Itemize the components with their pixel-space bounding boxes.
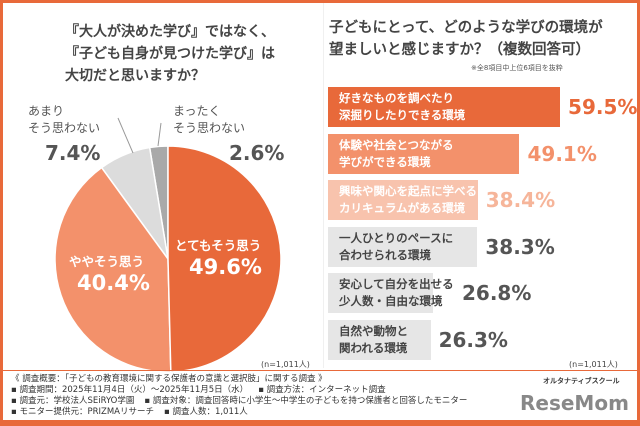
bar-label-line: 安心して自分を出せる [339,277,454,291]
bar-value: 26.8% [462,281,532,305]
bar [328,180,478,220]
pie-title-line: 『大人が決めた学び』ではなく、 [65,24,275,40]
slice-value: 49.6% [189,255,262,279]
bar-label-line: 少人数・自由な環境 [339,294,443,308]
slice-label-line: そう思わない [173,121,246,135]
bar-label-line: 一人ひとりのペースに [339,230,454,245]
bar-label-line: 興味や関心を起点に学べる [339,184,477,198]
slice-value: 7.4% [45,141,101,165]
bar-label: 一人ひとりのペースに 合わせられる環境 [339,230,453,264]
bar-label-line: 関われる環境 [339,340,408,355]
slice-label-line: あまり [28,104,65,118]
slice-value: 2.6% [229,141,285,165]
pie-slice [167,145,282,373]
pie-sample-note: (n=1,011人) [261,360,310,369]
bar-label-line: 学びができる環境 [339,154,431,169]
pie-title-line: 大切だと思いますか？ [65,68,205,84]
bar-subtitle: ※全8項目中上位6項目を抜粋 [471,64,563,72]
pie-title: 『大人が決めた学び』ではなく、 『子ども自身が見つけた学び』は 大切だと思います… [65,21,305,87]
pie-slice [54,166,172,373]
pie-title-line: 『子ども自身が見つけた学び』は [65,46,275,62]
footer-survey-title: 《 調査概要：「子どもの教育環境に関する保護者の意識と選択肢」に関する調査 》 [11,374,327,384]
bar-sample-note: (n=1,011人) [569,360,618,369]
footer-period: ▪ 調査期間：2025年11月4日（火）〜2025年11月5日（水） [11,385,249,395]
bar [328,319,431,360]
pie-chart [54,117,282,373]
bar-title-line: 子どもにとって、どのような学びの環境が [329,20,603,36]
bar-label-line: 体験や社会とつながる [339,137,454,152]
bar-label: 好きなものを調べたり 深掘りしたりできる環境 [339,90,465,124]
bar-label-line: 好きなものを調べたり [339,91,454,105]
bar-label: 自然や動物と 関われる環境 [339,323,408,357]
footer-divider [3,370,637,371]
bar-title-line: 望ましいと感じますか？（複数回答可） [329,42,590,58]
school-logo-text: オルタナティブスクール [543,377,620,385]
slice-label-line: そう思わない [28,121,101,135]
bar-value: 38.3% [485,234,555,259]
slice-value: 40.4% [77,271,150,295]
bar-label: 興味や関心を起点に学べる カリキュラムがある環境 [339,183,477,217]
bar [328,273,433,313]
bar-label: 体験や社会とつながる 学びができる環境 [339,137,454,171]
bar [328,87,561,127]
bar-value: 49.1% [527,141,597,166]
slice-label-somewhat-agree: ややそう思う [69,254,145,269]
footer-count: ▪ 調査人数：1,011人 [163,407,248,417]
bar [328,133,520,174]
footer-source: ▪ 調査元：学校法人SEiRYO学園 [11,396,135,406]
bar-title: 子どもにとって、どのような学びの環境が 望ましいと感じますか？（複数回答可） [329,17,603,61]
divider [323,3,324,368]
bar [328,226,478,267]
survey-footer: 《 調査概要：「子どもの教育環境に関する保護者の意識と選択肢」に関する調査 》 … [11,374,513,418]
bar-label-line: 自然や動物と [339,323,408,338]
bar-value: 26.3% [438,327,508,352]
slice-label-somewhat-disagree: あまり そう思わない [28,103,100,137]
bar-label-line: カリキュラムがある環境 [339,201,466,215]
bar-label: 安心して自分を出せる 少人数・自由な環境 [339,276,454,310]
bar-label-line: 深掘りしたりできる環境 [339,108,466,122]
footer-provider: ▪ モニター提供元：PRIZMAリサーチ [11,407,154,417]
slice-label-strongly-agree: とてもそう思う [175,238,262,253]
infographic-card: 『大人が決めた学び』ではなく、 『子ども自身が見つけた学び』は 大切だと思います… [3,3,637,420]
leader-line [157,122,162,147]
leader-line [117,117,134,154]
resemom-watermark: ReseMom [520,391,629,415]
bar-value: 38.4% [485,188,556,212]
bar-value: 59.5% [568,95,638,119]
slice-label-strongly-disagree: まったくそう思わない [173,103,245,137]
footer-method: ▪ 調査方法：インターネット調査 [258,385,386,395]
bar-label-line: 合わせられる環境 [339,247,431,262]
slice-label-line: まったく [173,104,221,118]
footer-target: ▪ 調査対象：調査回答時に小学生〜中学生の子どもを持つ保護者と回答したモニター [144,396,468,406]
